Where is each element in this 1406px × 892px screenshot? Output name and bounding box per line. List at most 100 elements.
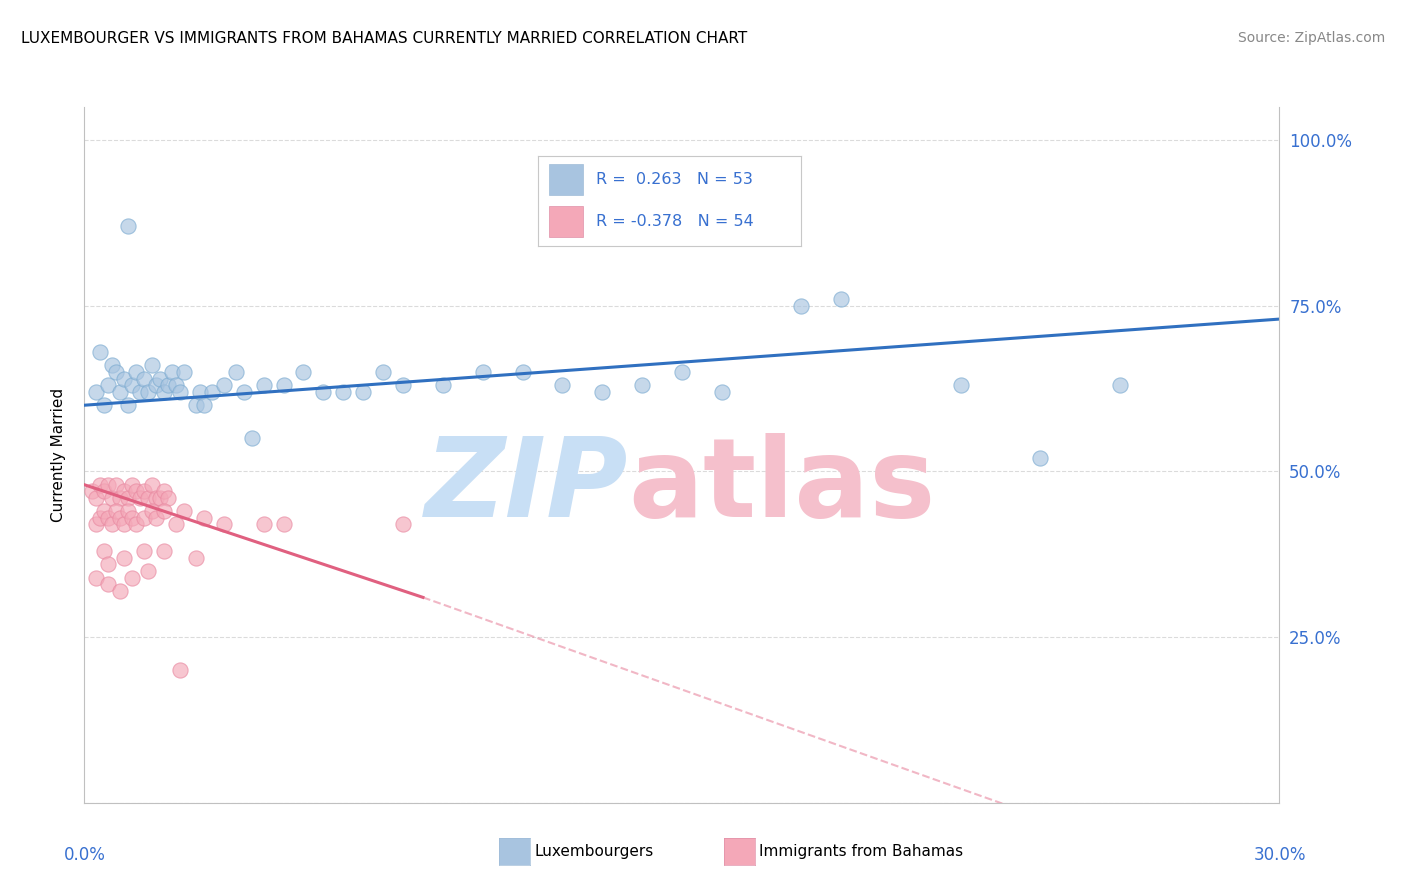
Point	[105, 504, 128, 518]
Point	[132, 544, 156, 558]
Point	[110, 583, 132, 598]
Point	[136, 564, 159, 578]
Point	[160, 365, 183, 379]
Point	[149, 372, 172, 386]
Point	[110, 511, 132, 525]
Point	[471, 365, 494, 379]
Text: R = -0.378   N = 54: R = -0.378 N = 54	[596, 214, 754, 229]
Point	[631, 378, 654, 392]
Point	[949, 378, 972, 392]
Text: Source: ZipAtlas.com: Source: ZipAtlas.com	[1237, 31, 1385, 45]
Point	[117, 491, 139, 505]
Y-axis label: Currently Married: Currently Married	[51, 388, 66, 522]
Point	[93, 504, 115, 518]
Point	[551, 378, 574, 392]
Point	[82, 484, 104, 499]
Point	[149, 491, 172, 505]
Point	[153, 504, 176, 518]
Point	[790, 299, 813, 313]
Point	[173, 504, 195, 518]
Point	[132, 484, 156, 499]
Point	[153, 544, 176, 558]
Point	[312, 384, 335, 399]
Point	[112, 550, 135, 565]
Point	[112, 517, 135, 532]
Point	[512, 365, 534, 379]
Point	[105, 365, 128, 379]
Point	[332, 384, 354, 399]
Text: LUXEMBOURGER VS IMMIGRANTS FROM BAHAMAS CURRENTLY MARRIED CORRELATION CHART: LUXEMBOURGER VS IMMIGRANTS FROM BAHAMAS …	[21, 31, 748, 46]
Point	[117, 398, 139, 412]
Point	[253, 378, 276, 392]
Text: Luxembourgers: Luxembourgers	[534, 845, 654, 859]
Point	[212, 517, 235, 532]
Point	[132, 372, 156, 386]
Text: 30.0%: 30.0%	[1253, 846, 1306, 863]
Point	[97, 558, 120, 572]
Point	[232, 384, 254, 399]
Point	[193, 511, 215, 525]
Point	[253, 517, 276, 532]
Point	[125, 365, 148, 379]
Text: Immigrants from Bahamas: Immigrants from Bahamas	[759, 845, 963, 859]
Point	[392, 378, 415, 392]
Point	[145, 511, 167, 525]
Point	[671, 365, 693, 379]
Point	[710, 384, 733, 399]
Text: 0.0%: 0.0%	[63, 846, 105, 863]
Point	[93, 484, 115, 499]
Point	[117, 219, 139, 234]
Point	[129, 384, 152, 399]
Point	[157, 378, 180, 392]
Point	[93, 398, 115, 412]
Point	[1109, 378, 1132, 392]
Point	[165, 517, 187, 532]
Point	[373, 365, 395, 379]
Point	[97, 511, 120, 525]
Point	[89, 345, 111, 359]
Point	[153, 484, 176, 499]
Point	[141, 477, 163, 491]
Point	[193, 398, 215, 412]
Point	[240, 431, 263, 445]
Point	[117, 504, 139, 518]
Point	[212, 378, 235, 392]
Point	[121, 378, 143, 392]
Point	[432, 378, 454, 392]
Point	[101, 491, 124, 505]
Point	[141, 504, 163, 518]
Point	[86, 491, 108, 505]
Point	[86, 517, 108, 532]
Point	[153, 384, 176, 399]
Point	[273, 378, 295, 392]
Point	[145, 491, 167, 505]
Point	[292, 365, 315, 379]
Point	[132, 511, 156, 525]
Point	[188, 384, 211, 399]
Point	[169, 384, 191, 399]
Point	[165, 378, 187, 392]
Point	[125, 484, 148, 499]
Point	[105, 477, 128, 491]
Point	[89, 477, 111, 491]
Bar	[548, 164, 583, 194]
Text: R =  0.263   N = 53: R = 0.263 N = 53	[596, 172, 754, 186]
Point	[121, 570, 143, 584]
Point	[89, 511, 111, 525]
Point	[97, 477, 120, 491]
Bar	[548, 206, 583, 237]
Point	[129, 491, 152, 505]
Point	[110, 384, 132, 399]
Point	[112, 372, 135, 386]
Point	[112, 484, 135, 499]
Point	[184, 550, 207, 565]
Point	[1029, 451, 1052, 466]
Point	[173, 365, 195, 379]
Point	[141, 359, 163, 373]
Point	[125, 517, 148, 532]
Point	[121, 511, 143, 525]
Point	[101, 517, 124, 532]
Point	[225, 365, 247, 379]
Point	[110, 491, 132, 505]
Text: atlas: atlas	[628, 433, 935, 540]
